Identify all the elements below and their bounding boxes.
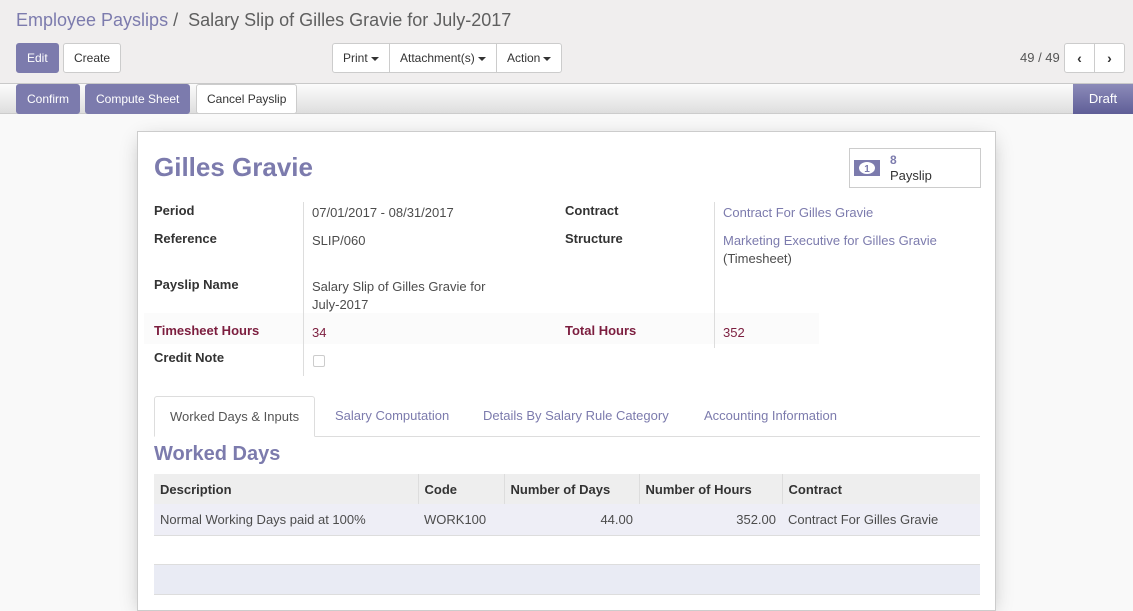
confirm-button[interactable]: Confirm xyxy=(16,84,81,114)
cell-days: 44.00 xyxy=(504,504,639,536)
chevron-left-icon: ‹ xyxy=(1077,50,1082,66)
credit-note-checkbox[interactable] xyxy=(313,355,325,367)
breadcrumb-current: Salary Slip of Gilles Gravie for July-20… xyxy=(188,10,512,30)
attachments-label: Attachment(s) xyxy=(400,51,475,65)
caret-down-icon xyxy=(370,56,379,61)
tab-worked-days[interactable]: Worked Days & Inputs xyxy=(154,396,316,437)
worked-days-table: Description Code Number of Days Number o… xyxy=(154,474,980,595)
highlight-row xyxy=(144,313,819,344)
caret-down-icon xyxy=(543,56,552,61)
pager-previous-button[interactable]: ‹ xyxy=(1064,43,1095,73)
payslip-name-line2: July-2017 xyxy=(312,297,369,312)
employee-name: Gilles Gravie xyxy=(154,152,313,182)
attachments-dropdown[interactable]: Attachment(s) xyxy=(389,43,497,73)
table-spacer-row xyxy=(154,535,980,565)
breadcrumb: Employee Payslips / Salary Slip of Gille… xyxy=(16,10,511,31)
total-hours-label: Total Hours xyxy=(565,323,637,338)
money-icon: 1 xyxy=(854,160,880,176)
caret-down-icon xyxy=(477,56,486,61)
tab-salary-computation[interactable]: Salary Computation xyxy=(335,408,450,423)
credit-note-label: Credit Note xyxy=(154,350,225,365)
create-button[interactable]: Create xyxy=(63,43,122,73)
cell-code: WORK100 xyxy=(418,504,504,536)
action-dropdown[interactable]: Action xyxy=(496,43,563,73)
structure-label: Structure xyxy=(565,231,623,246)
edit-button[interactable]: Edit xyxy=(16,43,59,73)
contract-label: Contract xyxy=(565,203,619,218)
form-sheet: Gilles Gravie 1 8 Payslip Period 07/01/2… xyxy=(137,131,996,611)
statusbar: Confirm Compute Sheet Cancel Payslip xyxy=(0,84,1133,114)
action-label: Action xyxy=(507,51,541,65)
print-dropdown[interactable]: Print xyxy=(332,43,390,73)
svg-text:1: 1 xyxy=(864,164,870,175)
status-draft[interactable]: Draft xyxy=(1073,84,1133,114)
payslip-smart-button[interactable]: 1 8 Payslip xyxy=(849,148,981,188)
chevron-right-icon: › xyxy=(1107,50,1112,66)
structure-link[interactable]: Marketing Executive for Gilles Gravie xyxy=(723,233,937,248)
col-contract[interactable]: Contract xyxy=(781,474,980,504)
table-row[interactable]: Normal Working Days paid at 100% WORK100… xyxy=(154,504,980,536)
cell-description: Normal Working Days paid at 100% xyxy=(154,504,418,536)
period-value: 07/01/2017 - 08/31/2017 xyxy=(312,205,454,220)
table-footer-row xyxy=(154,563,980,595)
total-hours-value: 352 xyxy=(723,325,745,340)
print-label: Print xyxy=(343,51,368,65)
timesheet-hours-label: Timesheet Hours xyxy=(154,323,260,338)
col-description[interactable]: Description xyxy=(154,474,418,504)
cell-hours: 352.00 xyxy=(639,504,782,536)
notebook-tabs: Worked Days & Inputs Salary Computation … xyxy=(154,396,980,437)
reference-value: SLIP/060 xyxy=(312,233,366,248)
tab-accounting-information[interactable]: Accounting Information xyxy=(704,408,837,423)
structure-suffix: (Timesheet) xyxy=(723,251,792,266)
worked-days-title: Worked Days xyxy=(154,443,281,465)
payslip-name-line1: Salary Slip of Gilles Gravie for xyxy=(312,279,486,294)
payslip-count: 8 xyxy=(890,153,897,167)
tab-details-by-category[interactable]: Details By Salary Rule Category xyxy=(483,408,669,423)
contract-link[interactable]: Contract For Gilles Gravie xyxy=(723,205,874,220)
reference-label: Reference xyxy=(154,231,217,246)
payslip-name-label: Payslip Name xyxy=(154,277,239,292)
col-number-of-hours[interactable]: Number of Hours xyxy=(638,474,782,504)
compute-sheet-button[interactable]: Compute Sheet xyxy=(85,84,191,114)
timesheet-hours-value: 34 xyxy=(312,325,327,340)
breadcrumb-separator: / xyxy=(173,10,179,30)
pager-value: 49 / 49 xyxy=(1020,50,1060,65)
col-number-of-days[interactable]: Number of Days xyxy=(503,474,639,504)
breadcrumb-parent[interactable]: Employee Payslips xyxy=(16,10,169,30)
table-header: Description Code Number of Days Number o… xyxy=(154,474,980,504)
payslip-label: Payslip xyxy=(890,168,932,183)
col-code[interactable]: Code xyxy=(417,474,504,504)
control-panel: Employee Payslips / Salary Slip of Gille… xyxy=(0,0,1133,84)
cancel-payslip-button[interactable]: Cancel Payslip xyxy=(196,84,298,114)
cell-contract: Contract For Gilles Gravie xyxy=(782,504,980,536)
period-label: Period xyxy=(154,203,195,218)
pager-next-button[interactable]: › xyxy=(1094,43,1125,73)
